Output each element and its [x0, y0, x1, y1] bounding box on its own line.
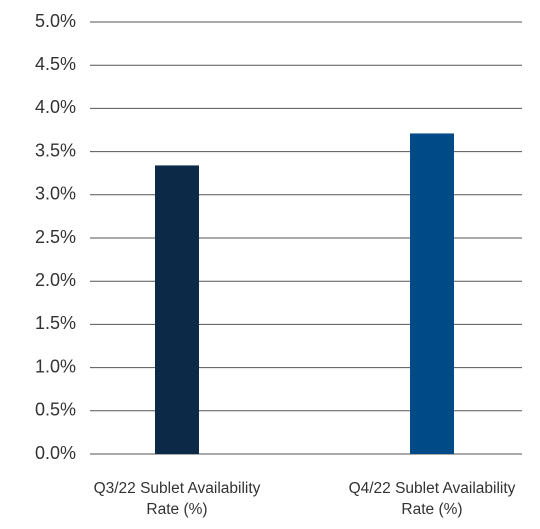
y-tick-label: 3.5% — [35, 140, 76, 160]
y-tick-label: 3.0% — [35, 184, 76, 204]
y-tick-label: 1.5% — [35, 313, 76, 333]
y-tick-label: 0.5% — [35, 400, 76, 420]
y-tick-label: 4.0% — [35, 97, 76, 117]
y-tick-label: 2.5% — [35, 227, 76, 247]
y-tick-label: 5.0% — [35, 11, 76, 31]
y-tick-label: 2.0% — [35, 270, 76, 290]
y-tick-label: 4.5% — [35, 54, 76, 74]
bar — [410, 133, 454, 454]
bar — [155, 165, 199, 454]
x-tick-label: Q3/22 Sublet Availability Rate (%) — [93, 480, 261, 518]
y-tick-label: 0.0% — [35, 443, 76, 463]
y-tick-label: 1.0% — [35, 356, 76, 376]
x-tick-label: Q4/22 Sublet Availability Rate (%) — [348, 480, 516, 518]
